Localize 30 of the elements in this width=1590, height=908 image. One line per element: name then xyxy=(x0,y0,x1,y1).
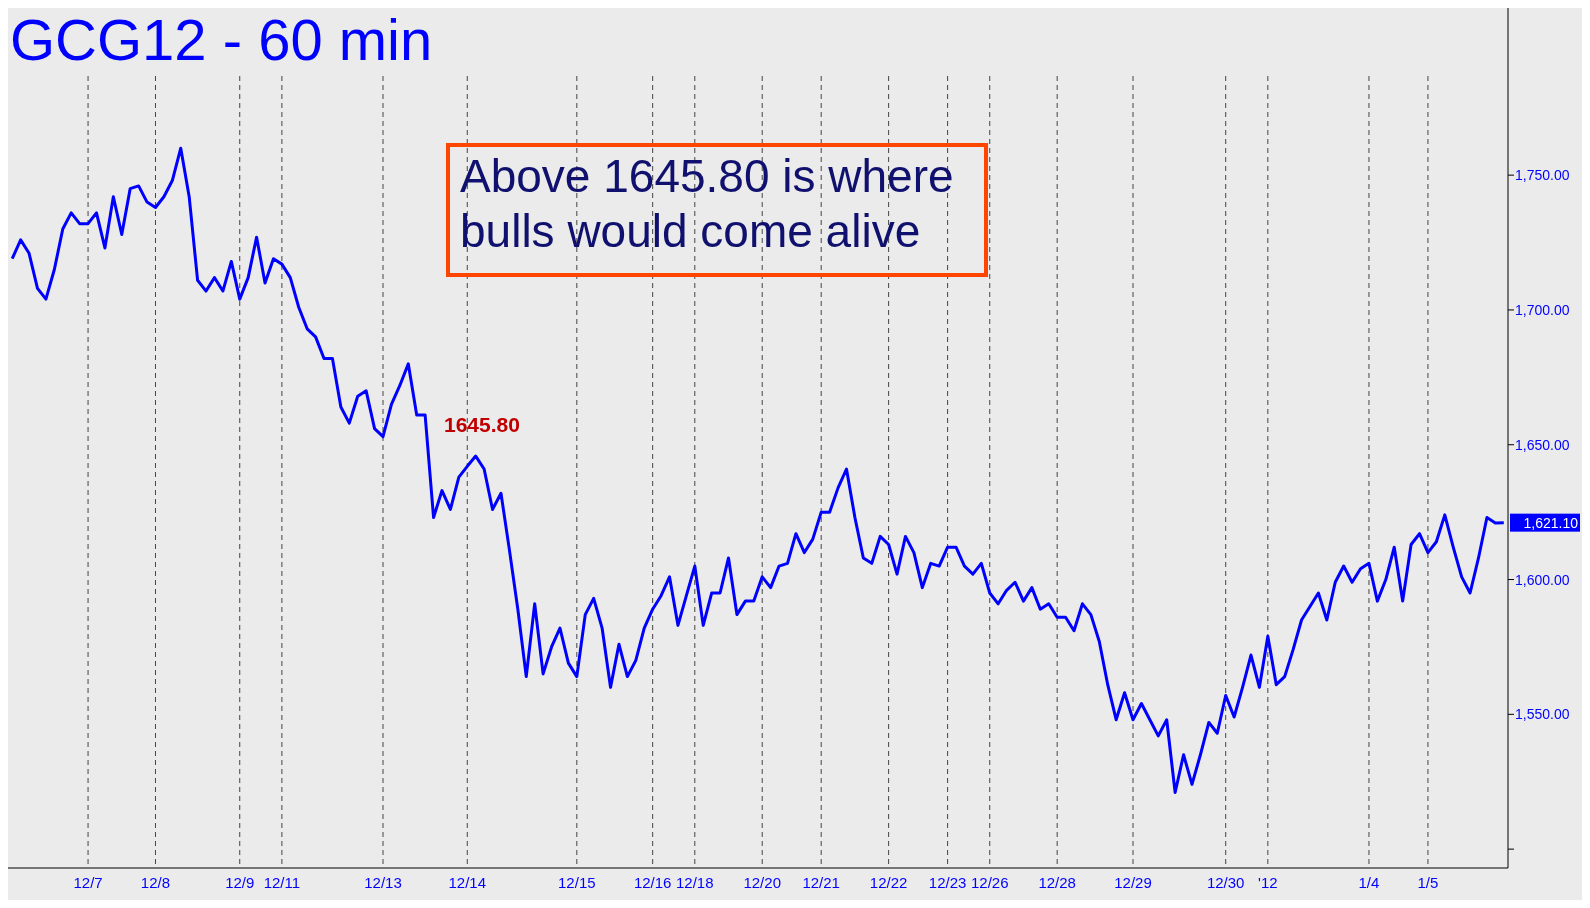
y-tick-label: 1,750.00 xyxy=(1515,167,1570,184)
x-tick-label: 12/18 xyxy=(676,874,714,891)
x-tick-label: 12/22 xyxy=(869,874,908,891)
chart-title: GCG12 - 60 min xyxy=(10,7,433,72)
x-tick-label: 12/29 xyxy=(1114,874,1152,891)
x-tick-label: 12/9 xyxy=(225,874,255,891)
y-tick-label: 1,650.00 xyxy=(1515,436,1570,453)
x-tick-label: 1/4 xyxy=(1358,874,1380,891)
y-tick-label: 1,550.00 xyxy=(1515,706,1570,723)
x-tick-label: 12/30 xyxy=(1206,874,1245,891)
x-tick-label: 12/11 xyxy=(263,874,301,891)
x-tick-label: 12/14 xyxy=(448,874,487,891)
x-tick-label: 12/20 xyxy=(743,874,781,891)
line-series xyxy=(10,146,1506,795)
x-tick-label: 12/26 xyxy=(970,874,1009,891)
annotation: 1645.80 xyxy=(444,413,520,436)
x-tick-label: '12 xyxy=(1258,874,1278,891)
y-tick-label: 1,700.00 xyxy=(1515,301,1570,318)
x-tick-label: 12/15 xyxy=(558,874,596,891)
x-tick-label: 1/5 xyxy=(1417,874,1439,891)
x-tick-label: 12/28 xyxy=(1038,874,1076,891)
x-tick-label: 12/7 xyxy=(73,874,103,891)
x-tick-label: 12/13 xyxy=(364,874,402,891)
x-tick-label: 12/16 xyxy=(633,874,672,891)
annotation: Above 1645.80 is where bulls would come alive xyxy=(460,150,954,257)
x-tick-label: 12/23 xyxy=(928,874,967,891)
text: 1,621.10 xyxy=(1523,514,1579,531)
x-tick-label: 12/21 xyxy=(802,874,840,891)
y-tick-label: 1,600.00 xyxy=(1515,571,1570,588)
x-tick-label: 12/8 xyxy=(140,874,171,891)
